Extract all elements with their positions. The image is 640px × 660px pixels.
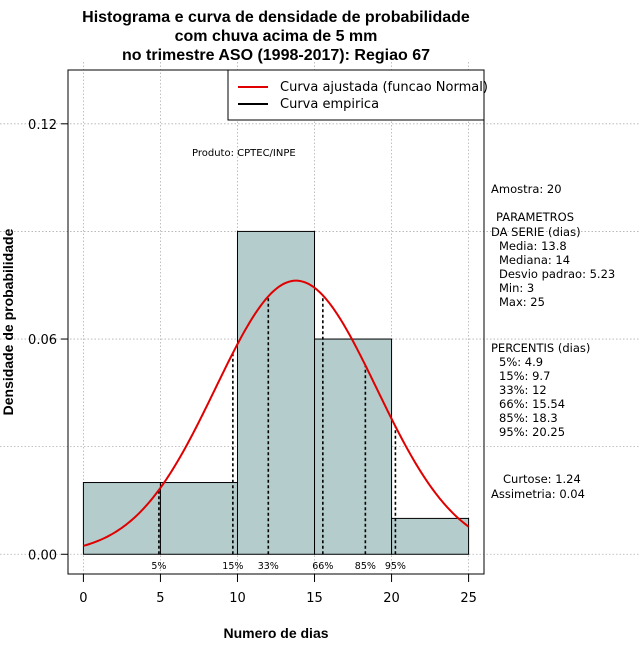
normal-curve — [83, 279, 470, 547]
normal-curve-line — [83, 279, 470, 547]
percentile-95: 95%: 20.25 — [499, 425, 565, 439]
percentile-label: 33% — [258, 561, 279, 572]
product-annotation: Produto: CPTEC/INPE — [192, 148, 296, 159]
chart-title-line-3: no trimestre ASO (1998-2017): Regiao 67 — [122, 47, 430, 64]
param-max: Max: 25 — [499, 295, 545, 309]
percentile-label: 95% — [385, 561, 406, 572]
y-tick-label: 0.12 — [28, 118, 57, 133]
percentile-label: 85% — [355, 561, 376, 572]
param-median: Mediana: 14 — [499, 253, 570, 267]
histogram-bar — [236, 230, 316, 555]
x-tick-label: 25 — [460, 591, 477, 606]
histogram-bars — [82, 230, 470, 555]
histogram-bar — [314, 338, 393, 555]
stats-panel: Amostra: 20 PARAMETROS DA SERIE (dias) M… — [491, 182, 615, 501]
x-axis-label: Numero de dias — [223, 625, 328, 641]
percentile-lines: 5% 15% 33% 66% 85% 95% — [151, 295, 406, 572]
legend-label-normal: Curva ajustada (funcao Normal) — [280, 80, 488, 95]
legend-label-empirical: Curva empirica — [280, 97, 379, 112]
skewness: Assimetria: 0.04 — [491, 487, 585, 501]
y-axis-label: Densidade de probabilidade — [0, 228, 16, 415]
x-tick-label: 20 — [383, 591, 400, 606]
histogram-bar — [82, 482, 161, 555]
histogram-bar — [159, 482, 238, 555]
percentile-label: 15% — [222, 561, 243, 572]
y-tick-label: 0.00 — [28, 548, 57, 563]
legend: Curva ajustada (funcao Normal) Curva emp… — [227, 69, 488, 121]
param-mean: Media: 13.8 — [499, 239, 567, 253]
params-subheader: DA SERIE (dias) — [491, 225, 581, 239]
x-tick-label: 0 — [79, 591, 87, 606]
x-tick-label: 10 — [229, 591, 246, 606]
chart-title: Histograma e curva de densidade de proba… — [82, 9, 470, 26]
percentile-label: 66% — [312, 561, 333, 572]
sample-size: Amostra: 20 — [491, 182, 562, 196]
kurtosis: Curtose: 1.24 — [503, 472, 581, 486]
axes: 0 5 10 15 20 25 0.00 0.06 0.12 — [28, 118, 477, 606]
percentile-15: 15%: 9.7 — [499, 369, 550, 383]
x-tick-label: 5 — [156, 591, 164, 606]
y-tick-label: 0.06 — [28, 333, 57, 348]
percentile-label: 5% — [151, 561, 166, 572]
histogram-bar — [391, 517, 470, 555]
param-min: Min: 3 — [499, 281, 534, 295]
percentile-66: 66%: 15.54 — [499, 397, 565, 411]
legend-box — [227, 69, 485, 121]
percentile-33: 33%: 12 — [499, 383, 547, 397]
chart-title-line-2: com chuva acima de 5 mm — [175, 28, 378, 45]
percentiles-header: PERCENTIS (dias) — [491, 341, 590, 355]
param-sd: Desvio padrao: 5.23 — [499, 267, 615, 281]
percentile-85: 85%: 18.3 — [499, 411, 558, 425]
percentile-5: 5%: 4.9 — [499, 355, 543, 369]
params-header: PARAMETROS — [496, 210, 574, 224]
x-tick-label: 15 — [306, 591, 323, 606]
